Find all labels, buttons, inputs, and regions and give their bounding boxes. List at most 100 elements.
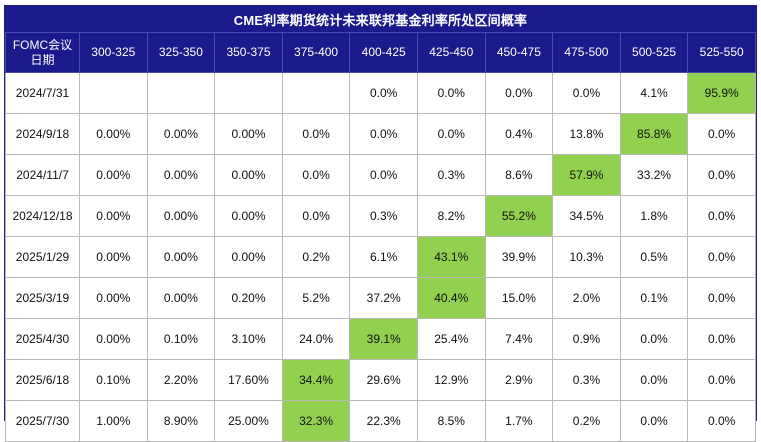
probability-cell: 0.00%	[214, 113, 283, 155]
probability-cell: 0.0%	[416, 72, 486, 114]
probability-cell: 5.2%	[281, 277, 351, 319]
probability-cell: 39.9%	[484, 236, 554, 278]
meeting-date-cell: 2024/7/31	[5, 72, 80, 114]
probability-cell: 7.4%	[484, 318, 554, 360]
probability-cell: 0.00%	[79, 195, 148, 237]
header-range-500-525: 500-525	[619, 32, 689, 73]
probability-cell: 0.00%	[214, 195, 283, 237]
probability-cell: 0.00%	[146, 154, 216, 196]
meeting-date-cell: 2025/4/30	[5, 318, 80, 360]
probability-cell: 0.00%	[146, 236, 216, 278]
highest-probability-cell: 43.1%	[416, 236, 486, 278]
header-range-475-500: 475-500	[552, 32, 621, 73]
header-range-450-475: 450-475	[484, 32, 554, 73]
probability-cell: 0.0%	[281, 195, 351, 237]
probability-cell: 0.00%	[146, 113, 216, 155]
header-fomc-date: FOMC会议 日期	[5, 32, 80, 73]
probability-cell: 1.00%	[79, 400, 148, 442]
probability-cell: 0.0%	[687, 359, 756, 401]
header-range-300-325: 300-325	[79, 32, 148, 73]
probability-cell: 24.0%	[281, 318, 351, 360]
probability-cell: 0.00%	[79, 318, 148, 360]
header-fomc-line1: FOMC会议	[12, 37, 73, 52]
header-range-350-375: 350-375	[214, 32, 283, 73]
probability-cell: 4.1%	[619, 72, 689, 114]
probability-cell: 29.6%	[349, 359, 418, 401]
probability-cell: 0.00%	[79, 236, 148, 278]
table-row: 2024/12/18 0.00% 0.00% 0.00% 0.0% 0.3% 8.2% 55.…	[5, 195, 756, 237]
probability-table: FOMC会议 日期 300-325 325-350 350-375 375-400 40…	[5, 32, 756, 442]
probability-cell: 0.00%	[79, 113, 148, 155]
table-row: 2025/1/29 0.00% 0.00% 0.00% 0.2% 6.1% 43.1% 39.…	[5, 236, 756, 278]
probability-cell: 2.0%	[552, 277, 621, 319]
meeting-date-cell: 2024/9/18	[5, 113, 80, 155]
probability-cell: 0.0%	[619, 400, 689, 442]
probability-cell: 15.0%	[484, 277, 554, 319]
header-range-325-350: 325-350	[146, 32, 216, 73]
probability-cell: 0.0%	[687, 236, 756, 278]
meeting-date-cell: 2025/7/30	[5, 400, 80, 442]
header-range-525-550: 525-550	[687, 32, 756, 73]
probability-cell	[214, 72, 283, 114]
probability-cell: 0.0%	[687, 113, 756, 155]
highest-probability-cell: 57.9%	[552, 154, 621, 196]
table-body: 2024/7/31 0.0% 0.0% 0.0% 0.0% 4.1% 95.9% 2024/9…	[5, 72, 756, 442]
probability-cell	[281, 72, 351, 114]
header-row: FOMC会议 日期 300-325 325-350 350-375 375-400 40…	[5, 32, 756, 73]
highest-probability-cell: 32.3%	[281, 400, 351, 442]
probability-cell: 0.3%	[349, 195, 418, 237]
probability-cell: 0.00%	[79, 154, 148, 196]
table-row: 2025/7/30 1.00% 8.90% 25.00% 32.3% 22.3% 8.5% 1…	[5, 400, 756, 442]
probability-cell: 17.60%	[214, 359, 283, 401]
meeting-date-cell: 2025/3/19	[5, 277, 80, 319]
probability-cell: 0.9%	[552, 318, 621, 360]
probability-cell: 0.3%	[416, 154, 486, 196]
header-range-425-450: 425-450	[416, 32, 486, 73]
table-row: 2024/11/7 0.00% 0.00% 0.00% 0.0% 0.0% 0.3% 8.6%…	[5, 154, 756, 196]
table-row: 2024/7/31 0.0% 0.0% 0.0% 0.0% 4.1% 95.9%	[5, 72, 756, 114]
probability-cell: 0.3%	[552, 359, 621, 401]
probability-cell: 0.0%	[687, 400, 756, 442]
probability-cell: 2.20%	[146, 359, 216, 401]
probability-cell: 13.8%	[552, 113, 621, 155]
probability-cell: 2.9%	[484, 359, 554, 401]
probability-cell: 37.2%	[349, 277, 418, 319]
probability-table-panel: CME利率期货统计未来联邦基金利率所处区间概率 FOMC会议 日期 300-32…	[4, 5, 757, 442]
meeting-date-cell: 2025/6/18	[5, 359, 80, 401]
probability-cell: 0.2%	[552, 400, 621, 442]
probability-cell: 0.2%	[281, 236, 351, 278]
probability-cell	[79, 72, 148, 114]
highest-probability-cell: 95.9%	[687, 72, 756, 114]
probability-cell: 0.0%	[349, 72, 418, 114]
probability-cell: 0.0%	[687, 154, 756, 196]
probability-cell: 25.4%	[416, 318, 486, 360]
probability-cell: 0.1%	[619, 277, 689, 319]
probability-cell: 0.0%	[484, 72, 554, 114]
meeting-date-cell: 2025/1/29	[5, 236, 80, 278]
table-title: CME利率期货统计未来联邦基金利率所处区间概率	[5, 6, 756, 32]
highest-probability-cell: 85.8%	[619, 113, 689, 155]
probability-cell: 0.00%	[79, 277, 148, 319]
probability-cell: 0.0%	[416, 113, 486, 155]
header-range-400-425: 400-425	[349, 32, 418, 73]
probability-cell: 0.00%	[214, 236, 283, 278]
table-row: 2024/9/18 0.00% 0.00% 0.00% 0.0% 0.0% 0.0% 0.4%…	[5, 113, 756, 155]
header-range-375-400: 375-400	[281, 32, 351, 73]
probability-cell: 0.00%	[214, 154, 283, 196]
probability-cell: 12.9%	[416, 359, 486, 401]
highest-probability-cell: 34.4%	[281, 359, 351, 401]
probability-cell: 3.10%	[214, 318, 283, 360]
probability-cell: 25.00%	[214, 400, 283, 442]
meeting-date-cell: 2024/12/18	[5, 195, 80, 237]
probability-cell	[146, 72, 216, 114]
probability-cell: 0.4%	[484, 113, 554, 155]
highest-probability-cell: 40.4%	[416, 277, 486, 319]
probability-cell: 8.90%	[146, 400, 216, 442]
probability-cell: 0.0%	[349, 154, 418, 196]
probability-cell: 10.3%	[552, 236, 621, 278]
probability-cell: 0.0%	[687, 195, 756, 237]
highest-probability-cell: 39.1%	[349, 318, 418, 360]
probability-cell: 0.00%	[146, 195, 216, 237]
probability-cell: 0.0%	[552, 72, 621, 114]
probability-cell: 6.1%	[349, 236, 418, 278]
